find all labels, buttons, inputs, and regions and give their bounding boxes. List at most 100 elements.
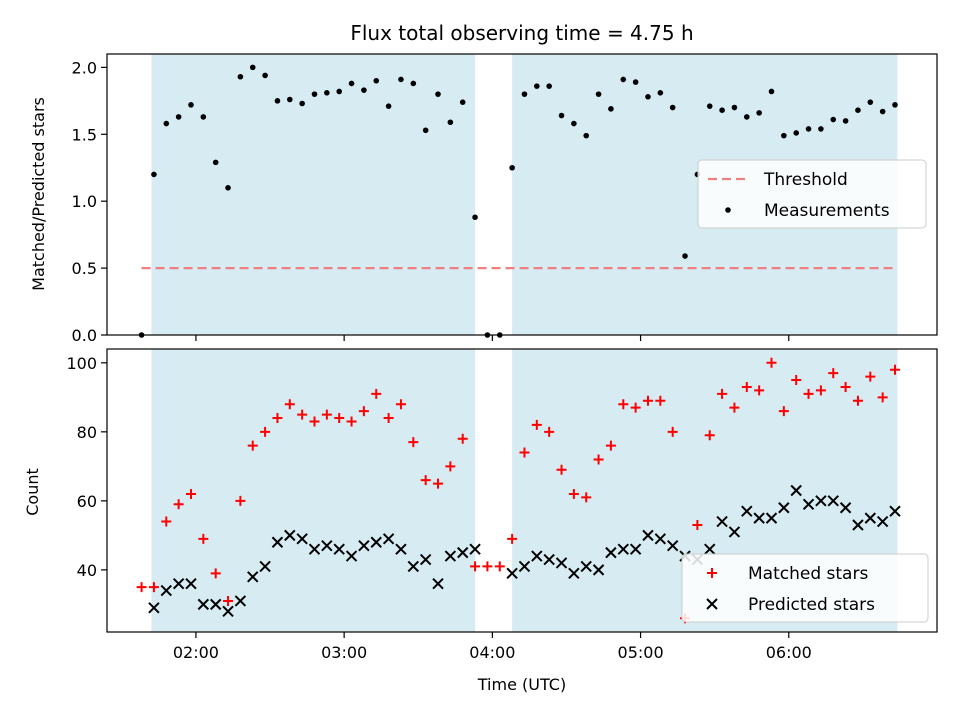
predicted-star-point bbox=[654, 533, 667, 545]
bottom-axes-frame bbox=[106, 348, 938, 633]
top-axes: 0.00.51.01.52.0 Matched/Predicted stars … bbox=[29, 53, 938, 345]
matched-star-point bbox=[828, 368, 839, 379]
predicted-star-point bbox=[457, 546, 469, 559]
legend-predicted-swatch bbox=[706, 598, 718, 610]
y-tick-label: 40 bbox=[77, 561, 97, 580]
matched-star-point bbox=[284, 399, 295, 410]
measurement-point bbox=[398, 76, 404, 83]
matched-star-point bbox=[321, 409, 332, 420]
predicted-star-point bbox=[716, 515, 728, 528]
measurement-point bbox=[682, 253, 688, 259]
predicted-star-point bbox=[222, 605, 234, 618]
matched-star-point bbox=[852, 395, 863, 406]
matched-star-point bbox=[519, 447, 530, 458]
measurement-point bbox=[509, 164, 515, 171]
matched-star-point bbox=[358, 406, 369, 417]
matched-star-point bbox=[655, 395, 666, 406]
predicted-star-point bbox=[802, 498, 815, 511]
predicted-star-point bbox=[419, 553, 432, 566]
measurement-point bbox=[620, 76, 627, 83]
matched-star-point bbox=[877, 392, 888, 403]
bottom-plot-marks bbox=[136, 357, 901, 624]
predicted-star-point bbox=[704, 543, 716, 555]
matched-star-point bbox=[692, 520, 703, 531]
matched-star-point bbox=[890, 364, 901, 375]
predicted-star-point bbox=[308, 543, 321, 555]
matched-star-point bbox=[371, 388, 382, 399]
legend-label: Predicted stars bbox=[748, 595, 875, 615]
matched-star-point bbox=[482, 561, 493, 572]
predicted-star-point bbox=[753, 512, 765, 524]
measurement-point bbox=[385, 103, 392, 109]
x-tick-label: 05:00 bbox=[618, 643, 664, 662]
measurement-point bbox=[188, 102, 194, 108]
predicted-star-point bbox=[148, 602, 160, 614]
matched-star-point bbox=[568, 488, 579, 499]
matched-star-point bbox=[470, 561, 481, 572]
measurement-point bbox=[534, 83, 540, 89]
predicted-star-point bbox=[321, 540, 333, 552]
measurement-point bbox=[743, 114, 750, 120]
predicted-star-point bbox=[197, 598, 210, 611]
measurement-point bbox=[842, 118, 849, 124]
measurement-point bbox=[225, 185, 231, 191]
matched-star-point bbox=[618, 399, 629, 410]
predicted-star-point bbox=[592, 564, 605, 576]
predicted-star-point bbox=[469, 543, 481, 555]
matched-star-point bbox=[173, 499, 184, 510]
top-axes-frame bbox=[106, 53, 938, 336]
matched-star-point bbox=[445, 461, 456, 472]
predicted-star-point bbox=[790, 484, 802, 497]
matched-star-point bbox=[433, 478, 444, 489]
measurement-point bbox=[324, 90, 330, 96]
predicted-star-point bbox=[247, 571, 259, 583]
measurement-point bbox=[867, 99, 874, 105]
measurement-point bbox=[459, 99, 466, 105]
y-tick-label: 1.0 bbox=[72, 192, 97, 211]
measurement-point bbox=[447, 119, 454, 126]
y-tick-label: 2.0 bbox=[72, 58, 97, 77]
matched-star-point bbox=[754, 385, 765, 396]
measurement-point bbox=[719, 107, 725, 113]
measurement-point bbox=[472, 214, 478, 221]
predicted-star-point bbox=[333, 543, 345, 555]
predicted-star-point bbox=[543, 553, 555, 566]
measurement-point bbox=[163, 120, 170, 127]
predicted-star-point bbox=[765, 512, 778, 524]
measurement-point bbox=[892, 102, 898, 108]
measurement-point bbox=[422, 127, 429, 134]
matched-star-point bbox=[581, 492, 592, 503]
measurement-point bbox=[262, 72, 268, 79]
legend-box bbox=[697, 159, 927, 229]
matched-star-point bbox=[704, 430, 715, 441]
measurement-point bbox=[583, 132, 590, 139]
measurement-point bbox=[237, 73, 244, 80]
measurement-point bbox=[657, 90, 664, 96]
predicted-star-point bbox=[580, 560, 592, 573]
measurement-point bbox=[249, 64, 256, 71]
chart-title: Flux total observing time = 4.75 h bbox=[350, 21, 693, 45]
x-tick-label: 04:00 bbox=[469, 643, 515, 662]
legend-label: Matched stars bbox=[748, 564, 868, 584]
measurement-point bbox=[706, 103, 713, 109]
matched-star-point bbox=[272, 413, 283, 424]
matched-star-point bbox=[260, 426, 271, 437]
y-tick-label: 1.5 bbox=[72, 125, 97, 144]
predicted-star-point bbox=[666, 540, 679, 552]
legend-measurement-swatch bbox=[725, 207, 731, 213]
measurement-point bbox=[373, 77, 380, 84]
legend-matched-swatch bbox=[707, 568, 717, 578]
predicted-star-point bbox=[889, 505, 901, 517]
measurement-point bbox=[818, 126, 824, 132]
matched-star-point bbox=[235, 495, 246, 506]
legend-label: Threshold bbox=[763, 170, 848, 190]
matched-star-point bbox=[766, 357, 777, 368]
predicted-star-point bbox=[395, 543, 407, 555]
matched-star-point bbox=[642, 395, 653, 406]
matched-star-point bbox=[815, 385, 826, 396]
predicted-star-point bbox=[531, 550, 543, 562]
measurement-point bbox=[336, 88, 343, 95]
measurement-point bbox=[830, 116, 837, 123]
predicted-star-point bbox=[271, 536, 284, 548]
